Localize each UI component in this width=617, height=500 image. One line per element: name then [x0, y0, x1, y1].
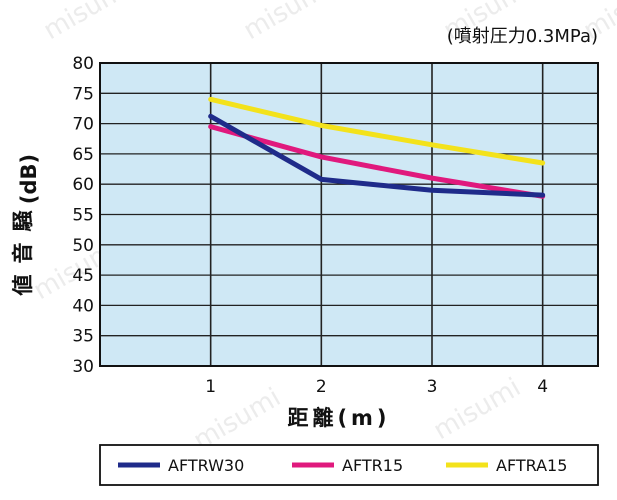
legend-label: AFTR15 [342, 456, 403, 475]
y-axis-title-unit: (dB) [17, 154, 41, 204]
y-tick-label: 35 [72, 327, 94, 347]
series-line-aftr15 [208, 124, 546, 199]
legend-box [99, 444, 599, 486]
x-tick-label: 4 [537, 377, 548, 397]
x-axis-ticks: 1 2 3 4 [205, 377, 548, 397]
y-tick-label: 40 [72, 296, 94, 316]
y-tick-label: 50 [72, 236, 94, 256]
series-lines [208, 96, 546, 199]
y-tick-label: 55 [72, 206, 94, 226]
x-axis-title-text: 距離(m) [287, 406, 390, 430]
legend-label: AFTRA15 [496, 456, 567, 475]
x-tick-label: 3 [427, 377, 438, 397]
y-tick-label: 75 [72, 84, 94, 104]
x-axis-title: 距離(m) [287, 406, 390, 430]
y-axis-ticks: 30 35 40 45 50 55 60 65 70 75 80 [72, 54, 94, 377]
y-axis-title: 値音騒 (dB) [11, 154, 41, 297]
watermark-text: misumi [39, 0, 136, 46]
watermark-text: misumi [429, 373, 526, 447]
series-line-aftrw30 [208, 113, 546, 198]
y-tick-label: 45 [72, 266, 94, 286]
y-tick-label: 65 [72, 145, 94, 165]
watermark-text: misumi [239, 0, 336, 46]
y-tick-label: 80 [72, 54, 94, 74]
chart-condition-label: (噴射圧力0.3MPa) [447, 26, 598, 47]
y-tick-label: 30 [72, 357, 94, 377]
y-tick-label: 60 [72, 175, 94, 195]
y-axis-title-char: 騒 [11, 210, 35, 232]
legend-label: AFTRW30 [168, 456, 244, 475]
plot-frame [99, 62, 599, 367]
y-tick-label: 70 [72, 115, 94, 135]
legend: AFTRW30 AFTR15 AFTRA15 [99, 444, 599, 486]
series-line-aftra15 [208, 96, 546, 166]
x-tick-label: 2 [316, 377, 327, 397]
y-axis-title-char: 音 [11, 243, 35, 264]
y-axis-title-char: 値 [11, 275, 35, 297]
x-tick-label: 1 [205, 377, 216, 397]
